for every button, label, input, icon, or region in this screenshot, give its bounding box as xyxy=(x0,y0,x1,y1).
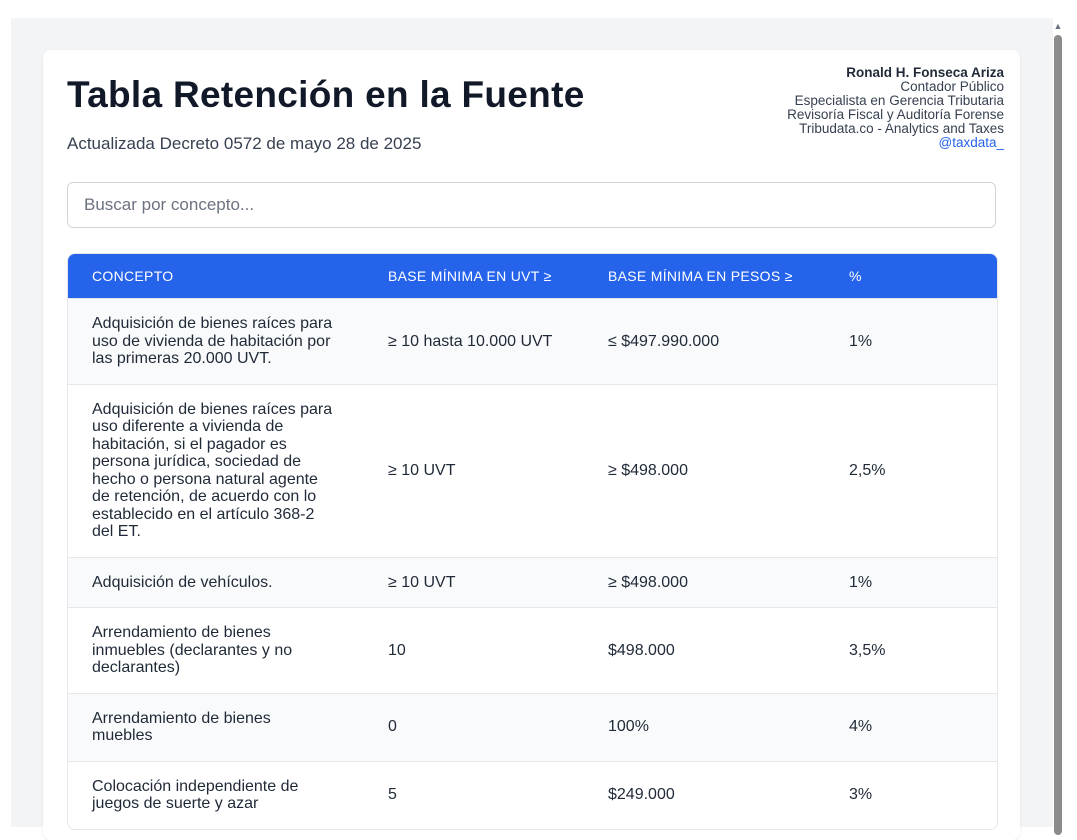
author-name: Ronald H. Fonseca Ariza xyxy=(846,65,1004,80)
cell-base-uvt: ≥ 10 hasta 10.000 UVT xyxy=(364,298,584,384)
cell-base-uvt: 0 xyxy=(364,692,584,761)
cell-concepto: Arrendamiento de bienes muebles xyxy=(68,692,364,761)
page-title: Tabla Retención en la Fuente xyxy=(67,74,585,115)
cell-base-uvt: ≥ 10 UVT xyxy=(364,383,584,557)
author-services: Revisoría Fiscal y Auditoría Forense xyxy=(787,107,1004,122)
author-specialty: Especialista en Gerencia Tributaria xyxy=(794,93,1004,108)
cell-concepto: Adquisición de bienes raíces para uso di… xyxy=(68,383,364,557)
cell-base-pesos: $498.000 xyxy=(584,607,825,693)
cell-base-pesos: ≤ $497.990.000 xyxy=(584,298,825,384)
author-title: Contador Público xyxy=(900,79,1004,94)
table-row: Adquisición de vehículos. ≥ 10 UVT ≥ $49… xyxy=(68,556,997,608)
cell-base-pesos: ≥ $498.000 xyxy=(584,556,825,608)
header-base-pesos: BASE MÍNIMA EN PESOS ≥ xyxy=(608,268,793,284)
cell-concepto: Arrendamiento de bienes inmuebles (decla… xyxy=(68,607,364,693)
main-card: Tabla Retención en la Fuente Actualizada… xyxy=(43,50,1020,840)
cell-concepto: Adquisición de bienes raíces para uso de… xyxy=(68,298,364,384)
cell-concepto: Colocación independiente de juegos de su… xyxy=(68,760,364,829)
author-info: Ronald H. Fonseca Ariza Contador Público… xyxy=(787,66,1004,150)
cell-percent: 2,5% xyxy=(825,383,997,557)
table-row: Adquisición de bienes raíces para uso di… xyxy=(68,383,997,557)
page-subtitle: Actualizada Decreto 0572 de mayo 28 de 2… xyxy=(67,134,422,153)
author-handle-link[interactable]: @taxdata_ xyxy=(938,135,1005,150)
author-company: Tribudata.co - Analytics and Taxes xyxy=(799,121,1004,136)
table-row: Arrendamiento de bienes inmuebles (decla… xyxy=(68,607,997,693)
cell-base-pesos: 100% xyxy=(584,692,825,761)
table-row: Colocación independiente de juegos de su… xyxy=(68,760,997,829)
table-row: Arrendamiento de bienes muebles 0 100% 4… xyxy=(68,692,997,761)
cell-base-uvt: 5 xyxy=(364,760,584,829)
table-header-row: CONCEPTO BASE MÍNIMA EN UVT ≥ BASE MÍNIM… xyxy=(68,254,997,299)
cell-base-pesos: ≥ $498.000 xyxy=(584,383,825,557)
cell-concepto: Adquisición de vehículos. xyxy=(68,556,364,608)
cell-percent: 3% xyxy=(825,760,997,829)
cell-base-pesos: $249.000 xyxy=(584,760,825,829)
cell-percent: 1% xyxy=(825,556,997,608)
header-base-uvt: BASE MÍNIMA EN UVT ≥ xyxy=(388,268,552,284)
cell-base-uvt: 10 xyxy=(364,607,584,693)
search-input[interactable] xyxy=(67,182,996,228)
scrollbar-thumb[interactable] xyxy=(1054,35,1062,835)
scroll-up-arrow-icon[interactable]: ▲ xyxy=(1053,21,1063,31)
cell-percent: 1% xyxy=(825,298,997,384)
vertical-scrollbar[interactable]: ▲ xyxy=(1053,20,1063,835)
header-percent: % xyxy=(849,268,862,284)
table-row: Adquisición de bienes raíces para uso de… xyxy=(68,298,997,384)
cell-percent: 4% xyxy=(825,692,997,761)
cell-base-uvt: ≥ 10 UVT xyxy=(364,556,584,608)
retention-table: CONCEPTO BASE MÍNIMA EN UVT ≥ BASE MÍNIM… xyxy=(67,253,998,830)
header-concepto: CONCEPTO xyxy=(92,268,174,284)
cell-percent: 3,5% xyxy=(825,607,997,693)
